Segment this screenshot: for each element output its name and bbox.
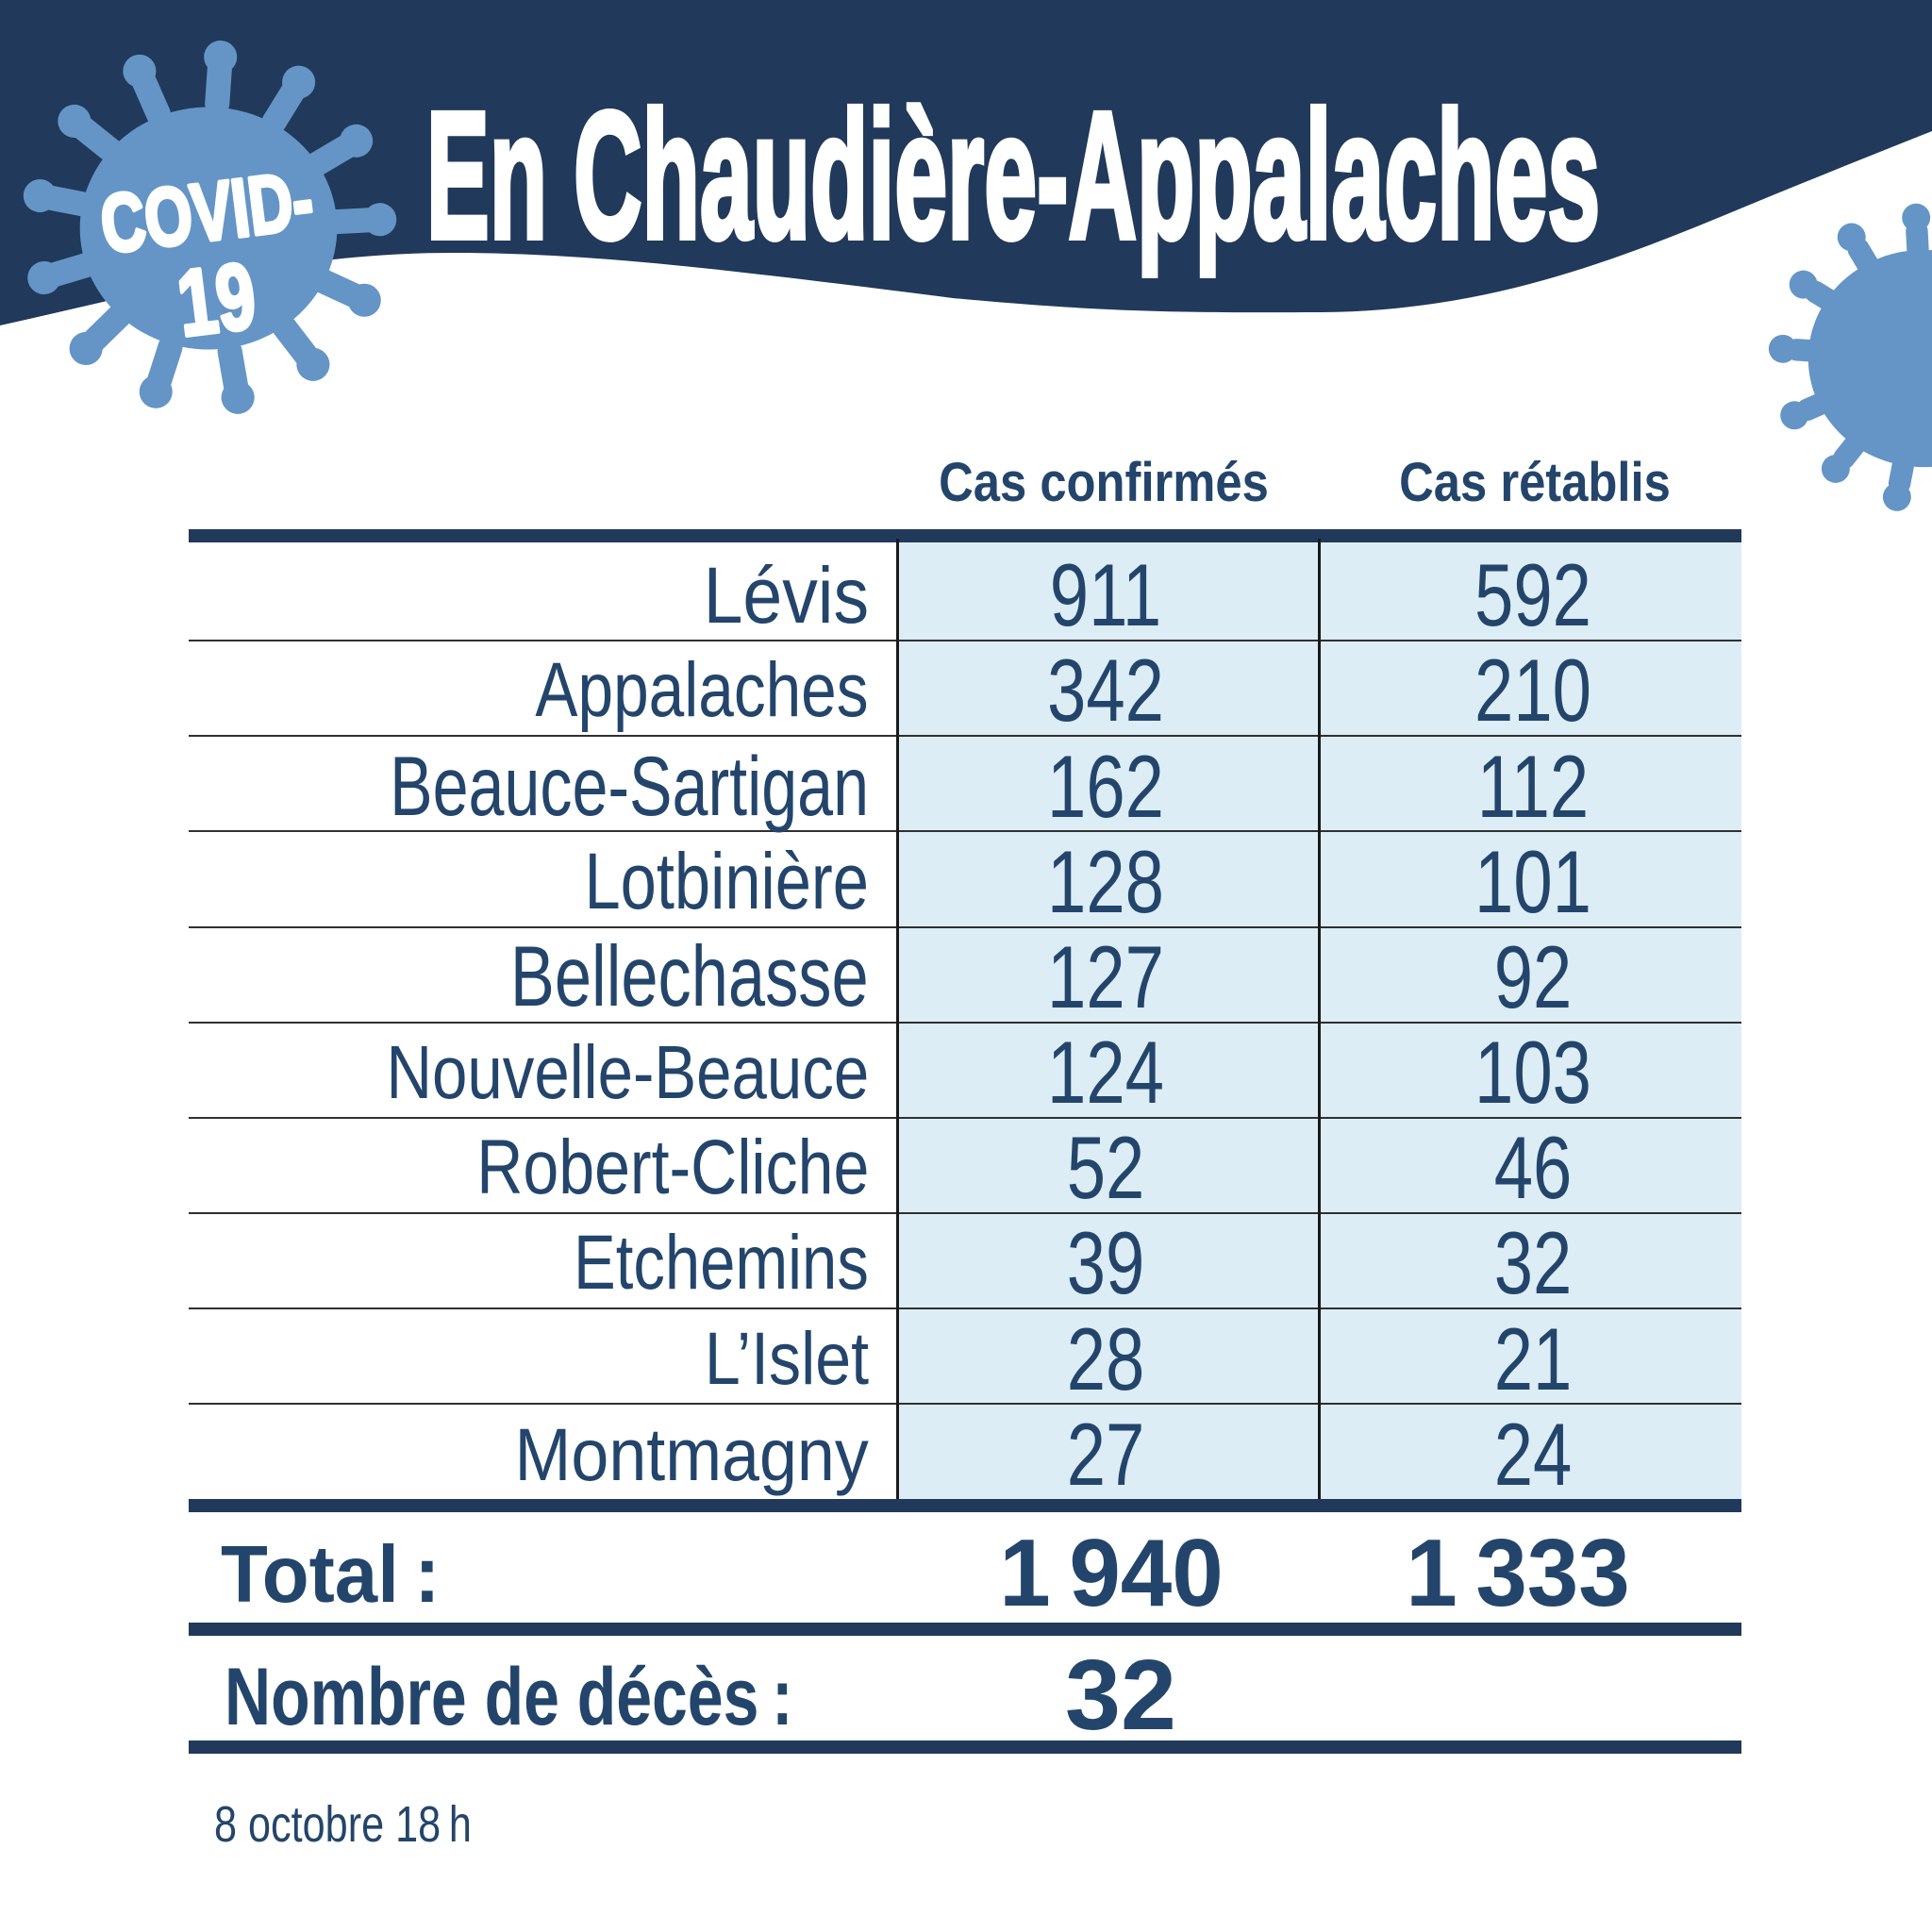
svg-text:19: 19 <box>172 243 260 356</box>
